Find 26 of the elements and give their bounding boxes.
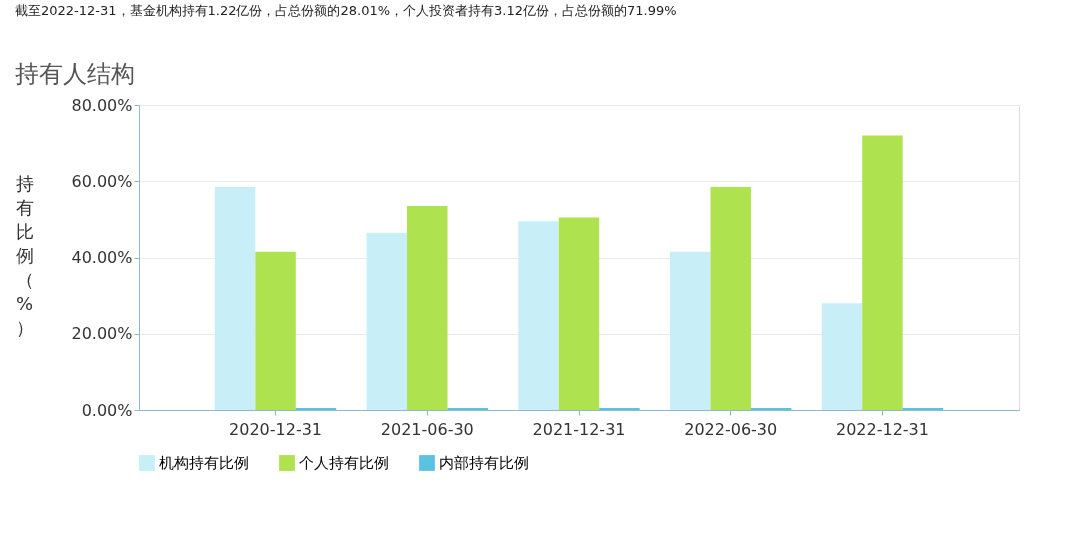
y-tick-label: 40.00%: [71, 248, 133, 267]
legend-label: 个人持有比例: [299, 454, 389, 472]
chart-title: 持有人结构: [15, 60, 135, 88]
bar: [214, 186, 256, 410]
y-tick-label: 20.00%: [71, 324, 133, 344]
y-tick-label: 60.00%: [71, 171, 133, 191]
bar: [518, 221, 559, 410]
bar: [670, 251, 711, 410]
x-tick-label: 2022-12-31: [835, 419, 929, 439]
bar: [821, 303, 863, 410]
y-axis-title: 持有比例（%）: [15, 172, 34, 338]
x-tick-label: 2022-06-30: [684, 419, 778, 439]
y-tick-label: 0.00%: [81, 400, 133, 420]
x-tick-label: 2021-12-31: [532, 419, 626, 439]
bar: [366, 232, 408, 410]
bar: [558, 217, 600, 410]
bar: [407, 206, 448, 410]
y-tick-label: 80.00%: [71, 95, 133, 115]
x-tick-label: 2021-06-30: [380, 419, 474, 439]
x-tick-label: 2020-12-31: [229, 419, 323, 439]
text: 截至2022-12-31，基金机构持有1.22亿份，占总份额的28.01%，个人投资者持有3.12亿份，占总份额的71.99%: [15, 3, 677, 18]
bar: [862, 135, 903, 410]
bar: [255, 251, 296, 410]
bar: [710, 186, 751, 410]
legend-label: 机构持有比例: [159, 454, 249, 472]
legend-label: 内部持有比例: [439, 454, 529, 472]
